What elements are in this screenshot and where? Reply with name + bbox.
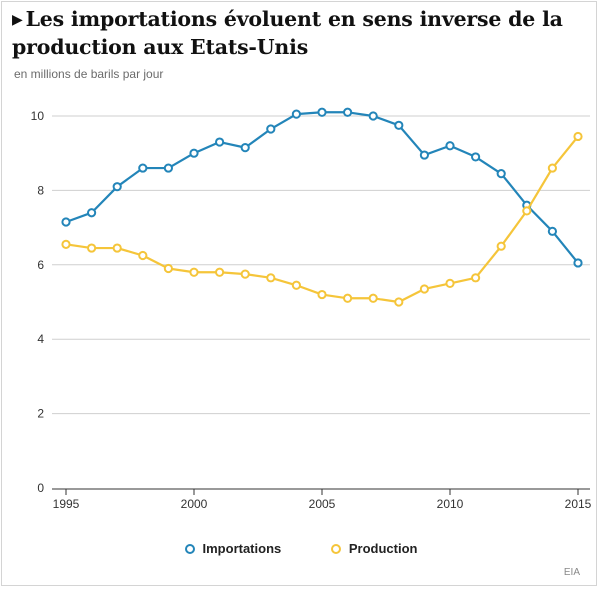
data-point-importations [61, 217, 71, 227]
data-point-production [112, 243, 122, 253]
data-point-importations [266, 124, 276, 134]
x-tick-label: 2010 [437, 497, 464, 511]
data-point-production [240, 269, 250, 279]
data-point-production [215, 267, 225, 277]
data-point-production [317, 289, 327, 300]
data-point-importations [547, 226, 558, 236]
data-point-production [573, 131, 583, 142]
grid-lines [52, 115, 590, 415]
chart-subtitle: en millions de barils par jour [14, 67, 164, 81]
y-tick-label: 10 [31, 109, 45, 123]
legend-item-importations[interactable]: Importations [183, 541, 282, 556]
data-point-production [163, 263, 173, 274]
data-point-production [61, 239, 71, 249]
legend: Importations Production [0, 541, 600, 559]
data-point-production [547, 163, 558, 173]
data-point-importations [291, 109, 301, 119]
y-tick-label: 4 [37, 332, 44, 346]
chart-title: ▶ Les importations évoluent en sens inver… [12, 6, 587, 61]
triangle-right-icon: ▶ [12, 12, 23, 28]
data-point-importations [189, 148, 199, 158]
data-point-production [419, 284, 429, 294]
data-point-production [368, 293, 378, 303]
data-point-importations [471, 152, 481, 162]
data-point-production [394, 297, 404, 307]
y-tick-label: 0 [37, 481, 44, 495]
data-point-production [471, 273, 481, 283]
data-point-production [445, 278, 455, 288]
legend-marker-importations [184, 543, 195, 554]
data-point-importations [215, 137, 225, 147]
data-point-importations [394, 120, 404, 130]
y-tick-label: 2 [37, 407, 44, 421]
data-point-importations [496, 169, 506, 179]
data-point-importations [240, 143, 250, 153]
x-tick-label: 2015 [565, 497, 592, 511]
source-credit: EIA [563, 567, 580, 578]
data-point-importations [419, 150, 429, 160]
y-tick-label: 6 [37, 258, 44, 272]
x-tick-label: 1995 [53, 497, 80, 511]
data-point-importations [87, 208, 97, 218]
data-point-importations [343, 107, 353, 117]
data-point-production [343, 293, 353, 303]
series-lines [61, 107, 583, 307]
y-tick-label: 8 [37, 183, 44, 197]
data-point-importations [138, 163, 148, 173]
data-point-production [189, 267, 199, 277]
series-line-importations [65, 111, 579, 264]
series-line-production [65, 135, 579, 304]
data-point-production [266, 273, 276, 283]
data-point-importations [112, 182, 122, 192]
x-tick-label: 2000 [181, 497, 208, 511]
x-axis: 1995 2000 2005 2010 2015 [52, 488, 592, 511]
data-point-production [138, 250, 148, 261]
data-point-importations [163, 163, 173, 173]
y-axis-ticks: 0 2 4 6 8 10 [31, 109, 45, 495]
legend-item-production[interactable]: Production [329, 541, 418, 556]
data-point-production [522, 206, 532, 216]
chart-title-text: Les importations évoluent en sens invers… [12, 7, 563, 59]
legend-marker-production [330, 543, 341, 554]
legend-label-importations: Importations [202, 541, 282, 556]
data-point-importations [368, 111, 378, 121]
data-point-importations [573, 258, 583, 268]
data-point-production [496, 241, 506, 251]
data-point-importations [317, 107, 327, 117]
data-point-production [291, 280, 301, 290]
legend-label-production: Production [348, 541, 418, 556]
data-point-importations [445, 141, 455, 151]
data-point-production [87, 243, 97, 253]
x-tick-label: 2005 [309, 497, 336, 511]
